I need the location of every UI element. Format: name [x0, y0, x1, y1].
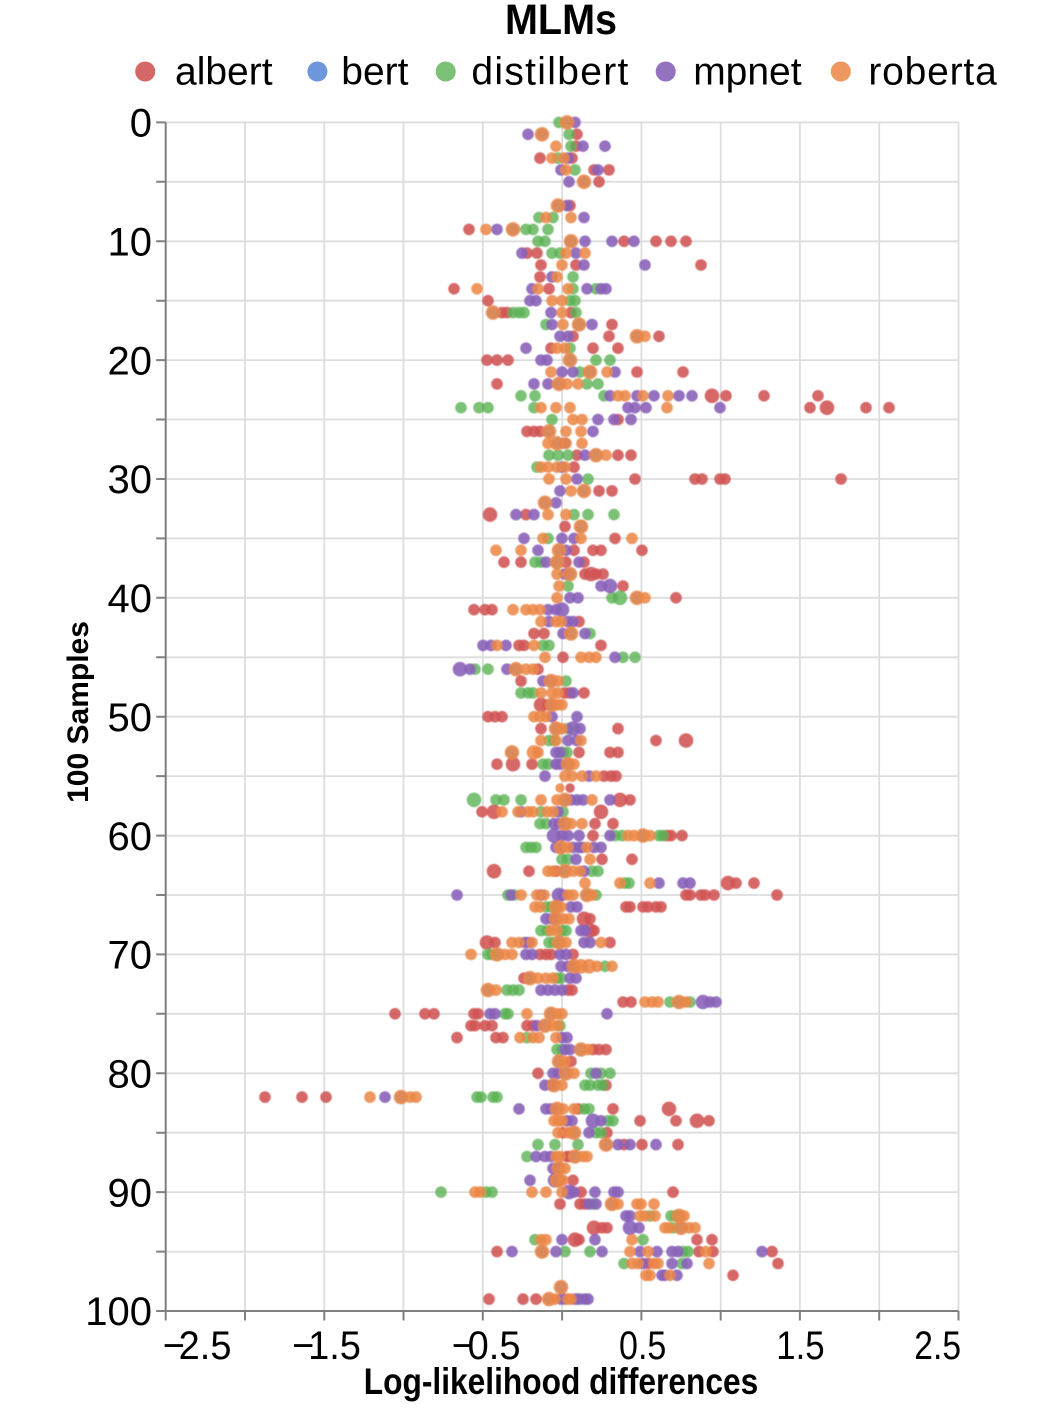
svg-text:0.5: 0.5 — [619, 1322, 666, 1367]
svg-text:100 Samples: 100 Samples — [62, 621, 95, 803]
svg-text:MLMs: MLMs — [505, 0, 617, 43]
svg-text:0: 0 — [130, 102, 152, 146]
svg-text:−2.5: −2.5 — [163, 1324, 232, 1368]
svg-text:80: 80 — [108, 1053, 153, 1097]
svg-text:100: 100 — [85, 1290, 152, 1334]
svg-text:Log-likelihood differences: Log-likelihood differences — [364, 1362, 758, 1403]
svg-text:−1.5: −1.5 — [292, 1324, 361, 1368]
svg-text:bert: bert — [341, 51, 408, 94]
svg-text:10: 10 — [108, 221, 153, 265]
svg-text:albert: albert — [175, 51, 273, 94]
svg-text:70: 70 — [108, 934, 153, 978]
svg-text:20: 20 — [108, 339, 153, 383]
svg-text:60: 60 — [108, 815, 153, 859]
svg-text:roberta: roberta — [868, 51, 997, 94]
svg-text:30: 30 — [108, 458, 153, 502]
svg-text:2.5: 2.5 — [914, 1323, 961, 1367]
svg-text:1.5: 1.5 — [776, 1323, 824, 1368]
svg-text:40: 40 — [108, 577, 153, 621]
svg-text:−0.5: −0.5 — [452, 1324, 521, 1368]
svg-text:90: 90 — [108, 1171, 153, 1215]
svg-text:50: 50 — [108, 696, 153, 740]
svg-text:mpnet: mpnet — [693, 51, 802, 94]
svg-text:distilbert: distilbert — [471, 51, 629, 94]
